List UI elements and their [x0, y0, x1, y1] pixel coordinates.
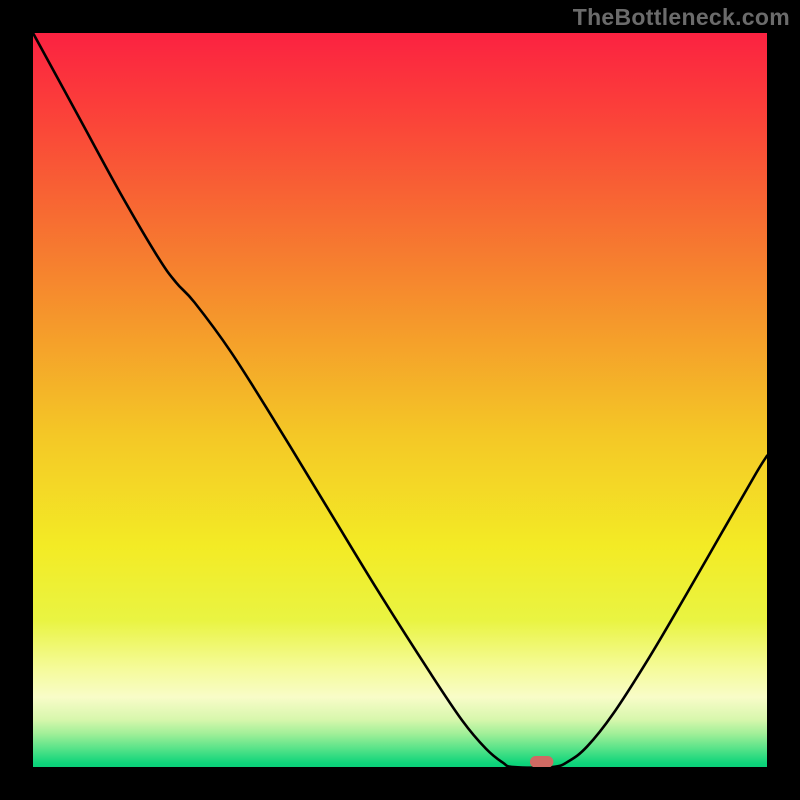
plot-area — [33, 33, 767, 767]
watermark-label: TheBottleneck.com — [573, 4, 790, 31]
optimal-point-marker — [530, 756, 553, 767]
figure-frame: TheBottleneck.com — [0, 0, 800, 800]
gradient-background — [33, 33, 767, 767]
chart-svg — [33, 33, 767, 767]
